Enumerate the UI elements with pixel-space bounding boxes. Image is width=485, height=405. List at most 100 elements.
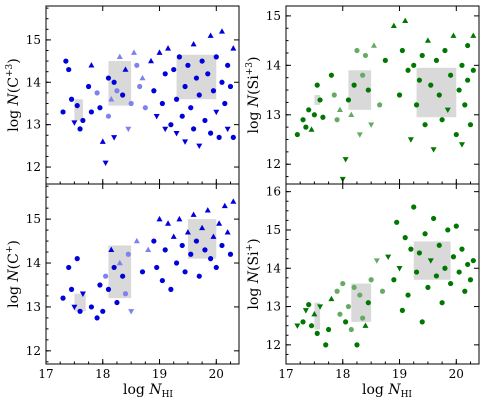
data-point-circle — [122, 291, 129, 297]
data-point-lower-limit — [230, 45, 237, 51]
data-point-circle — [213, 264, 219, 271]
data-point-circle — [202, 117, 208, 124]
data-point-circle — [139, 269, 146, 275]
data-point-circle — [219, 79, 225, 85]
data-point-lower-limit — [450, 32, 457, 38]
y-tick-label: 12 — [26, 160, 41, 174]
data-point-circle — [405, 292, 411, 298]
shaded-box — [108, 61, 132, 106]
data-point-circle — [188, 251, 194, 257]
y-label-sup: +3 — [5, 63, 15, 77]
data-point-upper-limit — [385, 254, 392, 260]
data-point-circle — [306, 302, 312, 308]
x-axis-label-sub: HI — [401, 390, 413, 400]
y-label-var: N — [246, 270, 262, 284]
data-point-circle — [154, 264, 160, 271]
data-point-circle — [210, 88, 217, 94]
shaded-box — [108, 245, 132, 299]
data-point-circle — [294, 131, 300, 138]
data-point-circle — [365, 87, 371, 93]
y-label-prefix: log — [6, 105, 22, 131]
data-point-lower-limit — [308, 126, 315, 132]
y-tick-label: 13 — [26, 300, 41, 314]
data-point-upper-limit — [196, 143, 203, 150]
data-point-circle — [103, 273, 109, 279]
data-point-circle — [137, 83, 143, 90]
data-point-circle — [68, 286, 75, 292]
data-point-upper-limit — [213, 109, 220, 116]
y-label-var: N — [6, 92, 22, 106]
data-point-lower-limit — [190, 211, 197, 217]
data-point-circle — [94, 90, 100, 96]
data-point-circle — [94, 315, 100, 321]
y-axis-label: log N(C+3) — [5, 58, 22, 132]
data-point-circle — [173, 96, 180, 102]
data-point-circle — [331, 92, 337, 98]
data-point-circle — [182, 83, 188, 90]
data-point-circle — [300, 319, 306, 325]
data-point-upper-limit — [294, 323, 301, 329]
data-point-circle — [151, 238, 157, 244]
data-point-circle — [323, 342, 329, 348]
data-point-upper-limit — [407, 137, 414, 143]
data-point-circle — [408, 246, 414, 252]
data-point-circle — [219, 242, 225, 249]
data-point-upper-limit — [153, 113, 160, 120]
data-point-circle — [448, 72, 454, 78]
x-axis-label-prefix: log — [362, 382, 388, 398]
data-point-lower-limit — [311, 311, 318, 317]
y-axis-label: log N(Si+3) — [245, 57, 262, 134]
data-point-circle — [428, 82, 434, 88]
data-point-circle — [453, 131, 459, 138]
y-tick-label: 14 — [26, 256, 42, 270]
data-point-circle — [357, 292, 363, 298]
y-label-sup: +3 — [245, 62, 255, 76]
y-tick-label: 14 — [266, 261, 282, 275]
y-label-prefix: log — [246, 283, 262, 309]
y-tick-label: 12 — [266, 338, 281, 352]
data-point-circle — [470, 67, 476, 73]
data-point-circle — [391, 277, 397, 283]
data-point-circle — [60, 295, 66, 301]
data-point-circle — [402, 235, 408, 241]
data-point-circle — [97, 105, 103, 111]
data-point-circle — [199, 58, 205, 64]
x-axis-label-var: N — [387, 382, 401, 398]
x-axis-label-right: log NHI — [362, 382, 412, 400]
data-point-circle — [459, 246, 465, 252]
data-point-circle — [462, 288, 468, 294]
data-point-lower-limit — [133, 237, 140, 244]
data-point-circle — [120, 92, 126, 98]
y-label-close: ) — [6, 240, 22, 245]
data-point-lower-limit — [145, 246, 152, 253]
data-point-circle — [159, 277, 165, 284]
data-point-circle — [436, 242, 442, 248]
data-point-lower-limit — [88, 62, 95, 68]
data-point-upper-limit — [111, 135, 118, 141]
data-point-circle — [162, 71, 168, 77]
data-point-circle — [100, 308, 106, 314]
data-point-circle — [448, 280, 454, 287]
y-tick-label: 13 — [26, 118, 41, 132]
data-point-circle — [467, 277, 474, 283]
data-point-circle — [430, 215, 437, 222]
data-point-circle — [97, 282, 103, 288]
data-point-circle — [105, 113, 112, 119]
data-point-circle — [125, 251, 131, 257]
data-point-circle — [416, 77, 422, 83]
shaded-box — [351, 283, 372, 322]
data-point-circle — [411, 204, 417, 210]
data-point-lower-limit — [156, 49, 163, 55]
data-point-circle — [450, 254, 457, 260]
data-point-lower-limit — [218, 28, 225, 34]
y-axis-label: log N(Si+) — [245, 238, 262, 309]
data-point-lower-limit — [156, 215, 163, 222]
data-point-circle — [227, 251, 234, 257]
data-point-circle — [213, 54, 219, 60]
data-point-circle — [351, 82, 357, 88]
y-tick-label: 15 — [266, 223, 281, 237]
x-axis-label-text: log NHI — [123, 382, 173, 400]
data-point-lower-limit — [390, 22, 397, 28]
data-point-circle — [88, 109, 95, 115]
